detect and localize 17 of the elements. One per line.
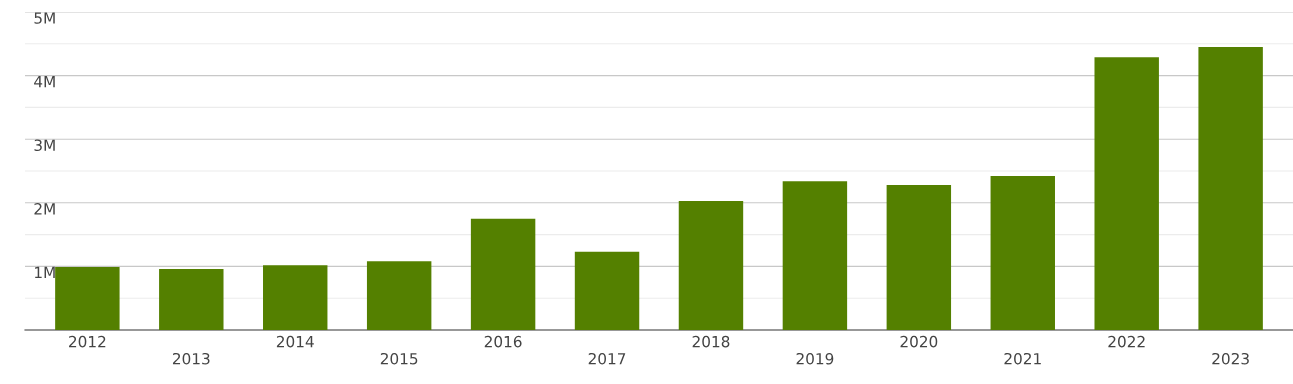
y-tick-label: 5M xyxy=(34,12,55,24)
y-tick-label: 3M xyxy=(34,139,55,152)
x-tick-label: 2015 xyxy=(380,352,418,365)
x-tick-label: 2017 xyxy=(588,352,626,365)
x-tick-label: 2012 xyxy=(69,335,106,348)
x-tick-label: 2018 xyxy=(692,335,730,348)
x-tick-label: 2020 xyxy=(900,335,938,348)
y-tick-label: 4M xyxy=(34,76,55,88)
x-tick-label: 2019 xyxy=(796,352,834,365)
x-tick-label: 2014 xyxy=(276,335,314,348)
x-tick-label: 2023 xyxy=(1212,352,1249,365)
y-tick-label: 2M xyxy=(34,203,55,215)
x-tick-label: 2022 xyxy=(1108,335,1145,348)
x-tick-label: 2013 xyxy=(172,352,210,365)
x-tick-label: 2021 xyxy=(1004,352,1041,365)
x-tick-label: 2016 xyxy=(484,335,522,348)
y-tick-label: 1M xyxy=(35,266,55,279)
